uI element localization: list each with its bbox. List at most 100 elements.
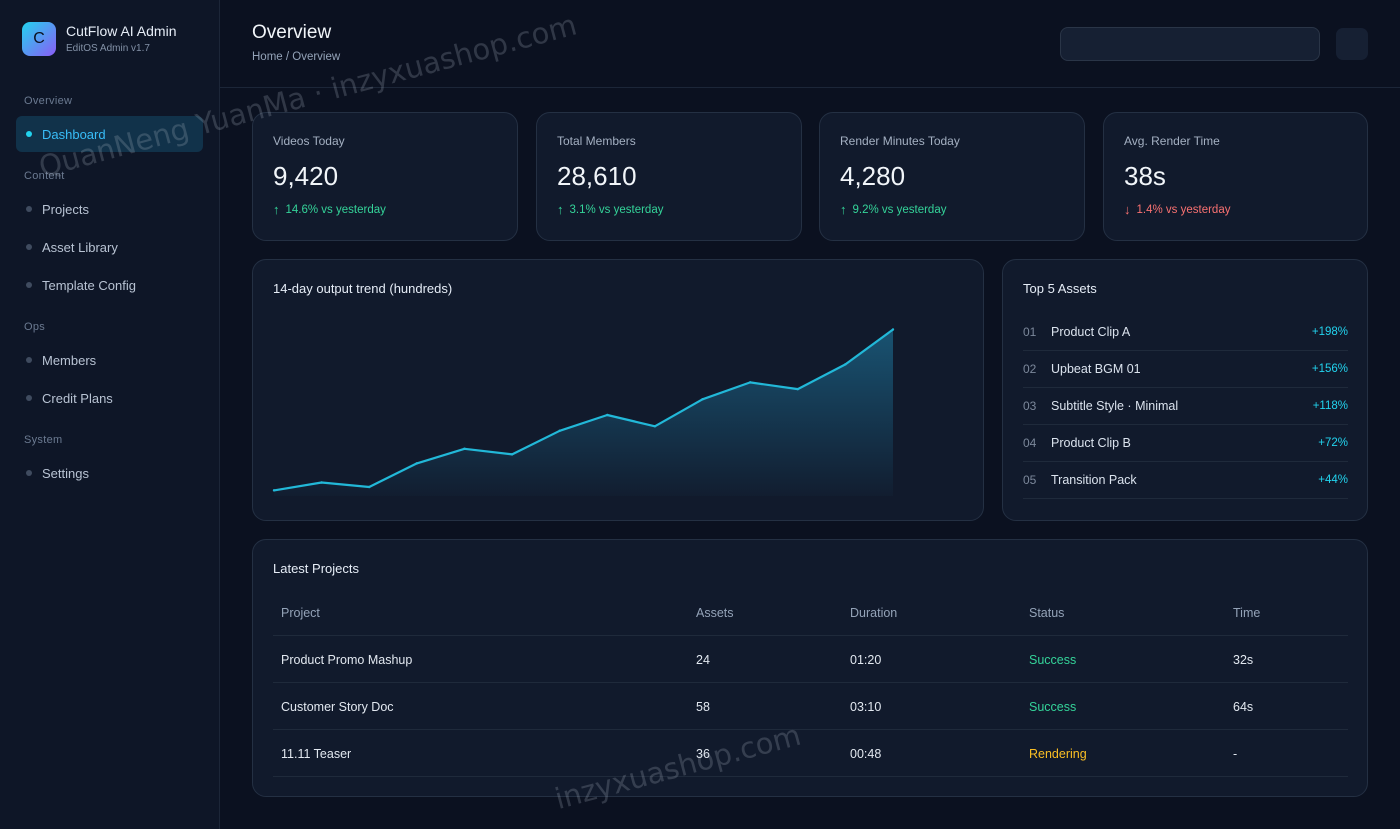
nav-section-overview: Overview [24, 95, 73, 107]
cell-time: 64s [1233, 699, 1254, 714]
list-item[interactable]: 04 Product Clip B +72% [1023, 425, 1348, 462]
trend-chart-card: 14-day output trend (hundreds) [252, 259, 984, 521]
table-header: Project Assets Duration Status Time [273, 589, 1348, 636]
column-header-assets[interactable]: Assets [696, 605, 734, 620]
sidebar-item-label: Template Config [42, 277, 136, 293]
brand[interactable]: C CutFlow AI Admin EditOS Admin v1.7 [22, 22, 177, 56]
stat-value: 28,610 [557, 161, 637, 191]
chart-point-4 [415, 462, 419, 465]
list-item[interactable]: 03 Subtitle Style · Minimal +118% [1023, 388, 1348, 425]
sidebar-item-label: Asset Library [42, 239, 118, 255]
header-action-button[interactable] [1336, 28, 1368, 60]
column-header-duration[interactable]: Duration [850, 605, 898, 620]
sidebar-item-dashboard[interactable]: Dashboard [16, 116, 203, 152]
sidebar-item-asset-library[interactable]: Asset Library [16, 229, 203, 265]
sidebar-item-credit-plans[interactable]: Credit Plans [16, 380, 203, 416]
stat-label: Avg. Render Time [1124, 134, 1220, 148]
table-row[interactable]: 11.11 Teaser 36 00:48 Rendering - [273, 730, 1348, 777]
asset-growth: +198% [1311, 326, 1348, 338]
bullet-icon [26, 131, 32, 137]
bullet-icon [26, 470, 32, 476]
chart-point-12 [796, 387, 799, 391]
column-header-time[interactable]: Time [1233, 605, 1261, 620]
sidebar-item-label: Credit Plans [42, 390, 113, 406]
stat-change: ↑ 9.2% vs yesterday [840, 202, 946, 217]
chart-point-13 [844, 363, 847, 366]
list-item[interactable]: 05 Transition Pack +44% [1023, 462, 1348, 499]
cell-time: - [1233, 746, 1238, 761]
chart-point-7 [558, 429, 561, 432]
bullet-icon [26, 282, 32, 288]
arrow-up-icon: ↑ [557, 202, 564, 217]
brand-logo: C [22, 22, 56, 56]
top-assets-card: Top 5 Assets 01 Product Clip A +198% 02 … [1002, 259, 1368, 521]
asset-name: Subtitle Style · Minimal [1051, 399, 1179, 413]
cell-time: 32s [1233, 652, 1254, 667]
sidebar-item-label: Projects [42, 201, 89, 217]
list-item[interactable]: 01 Product Clip A +198% [1023, 314, 1348, 351]
asset-growth: +72% [1318, 437, 1348, 449]
stat-card-total-members: Total Members 28,610 ↑ 3.1% vs yesterday [536, 112, 802, 241]
asset-name: Product Clip B [1051, 436, 1131, 450]
stat-change-text: 1.4% vs yesterday [1136, 203, 1231, 216]
asset-rank: 01 [1023, 325, 1037, 339]
stat-label: Total Members [557, 134, 636, 148]
page-title: Overview [252, 22, 332, 43]
table-row[interactable]: Product Promo Mashup 24 01:20 Success 32… [273, 636, 1348, 683]
asset-growth: +118% [1312, 400, 1348, 412]
status-badge: Success [1029, 699, 1077, 714]
stat-value: 9,420 [273, 161, 339, 191]
cell-duration: 01:20 [850, 652, 882, 667]
stat-change-text: 9.2% vs yesterday [852, 203, 947, 216]
search-input[interactable] [1060, 27, 1320, 61]
stat-card-avg-render-time: Avg. Render Time 38s ↓ 1.4% vs yesterday [1103, 112, 1368, 241]
stat-card-videos-today: Videos Today 9,420 ↑ 14.6% vs yesterday [252, 112, 518, 241]
status-badge: Rendering [1029, 746, 1087, 761]
breadcrumb[interactable]: Home / Overview [252, 51, 341, 63]
stat-change: ↑ 14.6% vs yesterday [273, 202, 386, 217]
cell-assets: 36 [696, 746, 710, 761]
cell-assets: 58 [696, 699, 710, 714]
chart-point-8 [606, 413, 609, 417]
sidebar-item-settings[interactable]: Settings [16, 455, 203, 491]
cell-project: 11.11 Teaser [281, 746, 352, 761]
cell-project: Customer Story Doc [281, 699, 394, 714]
asset-rank: 02 [1023, 362, 1037, 376]
chart-point-11 [748, 381, 752, 384]
trend-chart [272, 328, 895, 496]
sidebar-item-template-config[interactable]: Template Config [16, 267, 203, 303]
list-item[interactable]: 02 Upbeat BGM 01 +156% [1023, 351, 1348, 388]
bullet-icon [26, 244, 32, 250]
stat-label: Render Minutes Today [840, 134, 960, 148]
column-header-project[interactable]: Project [281, 605, 320, 620]
page-header: Overview Home / Overview [220, 0, 1400, 88]
stat-change-text: 3.1% vs yesterday [569, 203, 664, 216]
chart-point-1 [272, 489, 276, 492]
status-badge: Success [1029, 652, 1077, 667]
asset-rank: 05 [1023, 473, 1037, 487]
brand-name: CutFlow AI Admin [66, 23, 177, 39]
stat-change: ↑ 3.1% vs yesterday [557, 202, 663, 217]
chart-point-3 [368, 485, 371, 489]
top-assets-title: Top 5 Assets [1023, 281, 1097, 296]
cell-project: Product Promo Mashup [281, 652, 413, 667]
nav-section-content: Content [24, 170, 65, 182]
sidebar-item-label: Dashboard [42, 126, 106, 142]
column-header-status[interactable]: Status [1029, 605, 1065, 620]
stat-change-text: 14.6% vs yesterday [285, 203, 386, 216]
bullet-icon [26, 206, 32, 212]
arrow-up-icon: ↑ [840, 202, 847, 217]
cell-duration: 00:48 [850, 746, 882, 761]
sidebar-item-label: Members [42, 352, 97, 368]
sidebar-item-members[interactable]: Members [16, 342, 203, 378]
latest-projects-card: Latest Projects Project Assets Duration … [252, 539, 1368, 797]
table-row[interactable]: Customer Story Doc 58 03:10 Success 64s [273, 683, 1348, 730]
nav-section-system: System [24, 434, 63, 446]
chart-point-9 [653, 425, 657, 428]
bullet-icon [26, 357, 32, 363]
chart-point-10 [701, 398, 704, 401]
sidebar-item-projects[interactable]: Projects [16, 191, 203, 227]
arrow-down-icon: ↓ [1124, 202, 1131, 217]
brand-subtitle: EditOS Admin v1.7 [66, 43, 150, 54]
chart-area [274, 329, 893, 496]
